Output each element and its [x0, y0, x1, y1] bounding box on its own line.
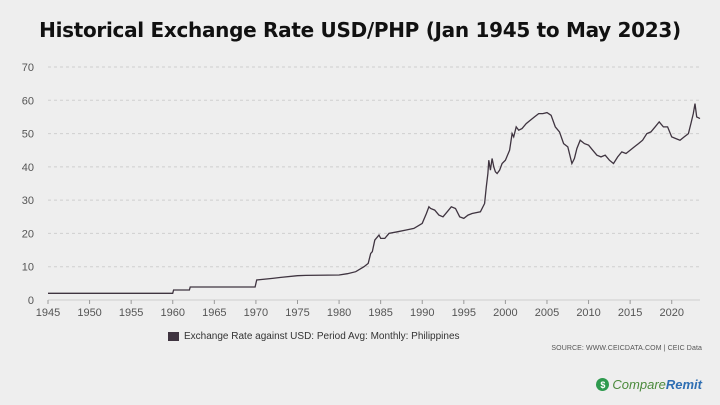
logo-text-remit: Remit: [665, 377, 702, 392]
y-tick-label: 70: [22, 62, 34, 74]
x-tick-label: 2010: [576, 307, 600, 319]
x-tick-label: 1990: [410, 307, 434, 319]
x-axis-ticks: 1945 1950 1955 1960 1965 1970 1975 1980 1985 1990…: [36, 300, 684, 319]
logo-text-compare: Compare: [612, 377, 666, 392]
x-tick-label: 2000: [493, 307, 517, 319]
y-tick-label: 50: [22, 129, 34, 141]
legend: Exchange Rate against USD: Period Avg: M…: [168, 331, 460, 342]
x-tick-label: 1985: [368, 307, 392, 319]
x-tick-label: 1945: [36, 307, 60, 319]
x-tick-label: 1950: [77, 307, 101, 319]
compareremit-logo: $ Compare Remit: [596, 377, 702, 392]
x-tick-label: 1980: [327, 307, 351, 319]
y-tick-label: 40: [22, 162, 34, 174]
chart-title: Historical Exchange Rate USD/PHP (Jan 19…: [39, 18, 681, 42]
x-tick-label: 1970: [244, 307, 268, 319]
gridlines: [48, 66, 700, 301]
y-tick-label: 20: [22, 228, 34, 240]
x-tick-label: 1975: [285, 307, 309, 319]
y-tick-label: 30: [22, 195, 34, 207]
x-tick-label: 2020: [659, 307, 683, 319]
legend-label: Exchange Rate against USD: Period Avg: M…: [184, 331, 460, 342]
x-tick-label: 2005: [535, 307, 559, 319]
y-tick-label: 10: [22, 262, 34, 274]
legend-swatch: [168, 332, 179, 341]
x-tick-label: 1955: [119, 307, 143, 319]
x-tick-label: 1995: [452, 307, 476, 319]
y-axis-ticks: 0 10 20 30 40 50 60 70: [22, 62, 34, 307]
x-tick-label: 1960: [161, 307, 185, 319]
y-tick-label: 60: [22, 95, 34, 107]
y-tick-label: 0: [28, 295, 34, 307]
series-line: [48, 103, 701, 294]
dollar-coin-icon: $: [596, 378, 610, 391]
source-note: SOURCE: WWW.CEICDATA.COM | CEIC Data: [551, 345, 702, 352]
x-tick-label: 1965: [202, 307, 226, 319]
x-tick-label: 2015: [618, 307, 642, 319]
